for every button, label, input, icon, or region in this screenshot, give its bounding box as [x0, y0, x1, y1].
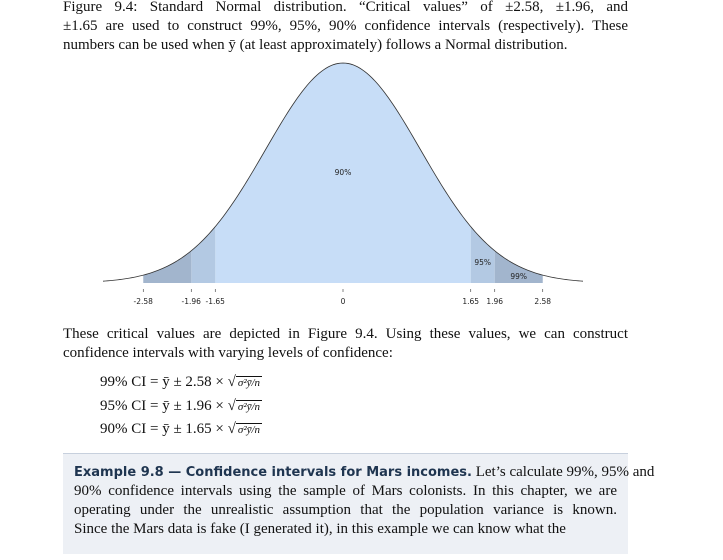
formula-lhs: 95% CI = ȳ ± 1.96 ×	[100, 397, 224, 414]
x-tick-label: -1.65	[206, 297, 226, 306]
region-99	[143, 250, 192, 283]
example-line: Since the Mars data is fake (I generated…	[74, 520, 617, 539]
paragraph-line: These critical values are depicted in Fi…	[63, 326, 628, 342]
region-label: 95%	[474, 258, 491, 267]
region-label: 90%	[335, 168, 352, 177]
example-line: operating under the unrealistic assumpti…	[74, 501, 617, 520]
region-95	[191, 226, 216, 283]
region-99	[494, 250, 543, 283]
x-tick-label: -2.58	[134, 297, 154, 306]
x-tick-label: 1.96	[486, 297, 503, 306]
example-line: Example 9.8 — Confidence intervals for M…	[74, 463, 654, 482]
density-curve	[102, 62, 584, 282]
formula: 95% CI = ȳ ± 1.96 × √ σ²ȳ/n	[100, 396, 263, 416]
example-text: operating under the unrealistic assumpti…	[74, 502, 617, 518]
caption-line: Figure 9.4: Standard Normal distribution…	[63, 0, 628, 15]
caption-line: numbers can be used when ȳ (at least app…	[63, 37, 568, 53]
example-box: Example 9.8 — Confidence intervals for M…	[63, 453, 654, 554]
paragraph-line: confidence intervals with varying levels…	[63, 345, 393, 361]
x-tick-label: 2.58	[534, 297, 551, 306]
example-text: Since the Mars data is fake (I generated…	[74, 521, 566, 537]
formula: 90% CI = ȳ ± 1.65 × √ σ²ȳ/n	[100, 419, 263, 439]
region-label: 99%	[510, 272, 527, 281]
sqrt-sign: √	[223, 421, 236, 437]
formula-radicand: σ²ȳ/n	[235, 423, 263, 436]
example-line: 90% confidence intervals using the sampl…	[74, 482, 617, 501]
region-95	[470, 226, 495, 283]
x-tick-label: 1.65	[462, 297, 479, 306]
example-text: Let’s calculate 99%, 95% and	[471, 464, 655, 480]
formula-radicand: σ²ȳ/n	[235, 376, 263, 389]
caption-line: ±1.65 are used to construct 99%, 95%, 90…	[63, 18, 628, 34]
x-tick-label: -1.96	[182, 297, 202, 306]
example-text: 90% confidence intervals using the sampl…	[74, 483, 617, 499]
example-title: Example 9.8 — Confidence intervals for M…	[74, 465, 472, 480]
formula-radicand: σ²ȳ/n	[235, 399, 263, 413]
formula-lhs: 99% CI = ȳ ± 2.58 ×	[100, 374, 224, 390]
formula: 99% CI = ȳ ± 2.58 × √ σ²ȳ/n	[100, 372, 263, 392]
sqrt-sign: √	[223, 374, 236, 390]
sqrt-sign: √	[223, 397, 236, 414]
formula-lhs: 90% CI = ȳ ± 1.65 ×	[100, 421, 224, 437]
x-tick-label: 0	[341, 297, 346, 306]
normal-curve-figure: -2.58 -1.96 -1.65 0 1.65 1.96 2.58 90% 95% 99%	[102, 62, 584, 306]
region-90	[215, 63, 471, 283]
